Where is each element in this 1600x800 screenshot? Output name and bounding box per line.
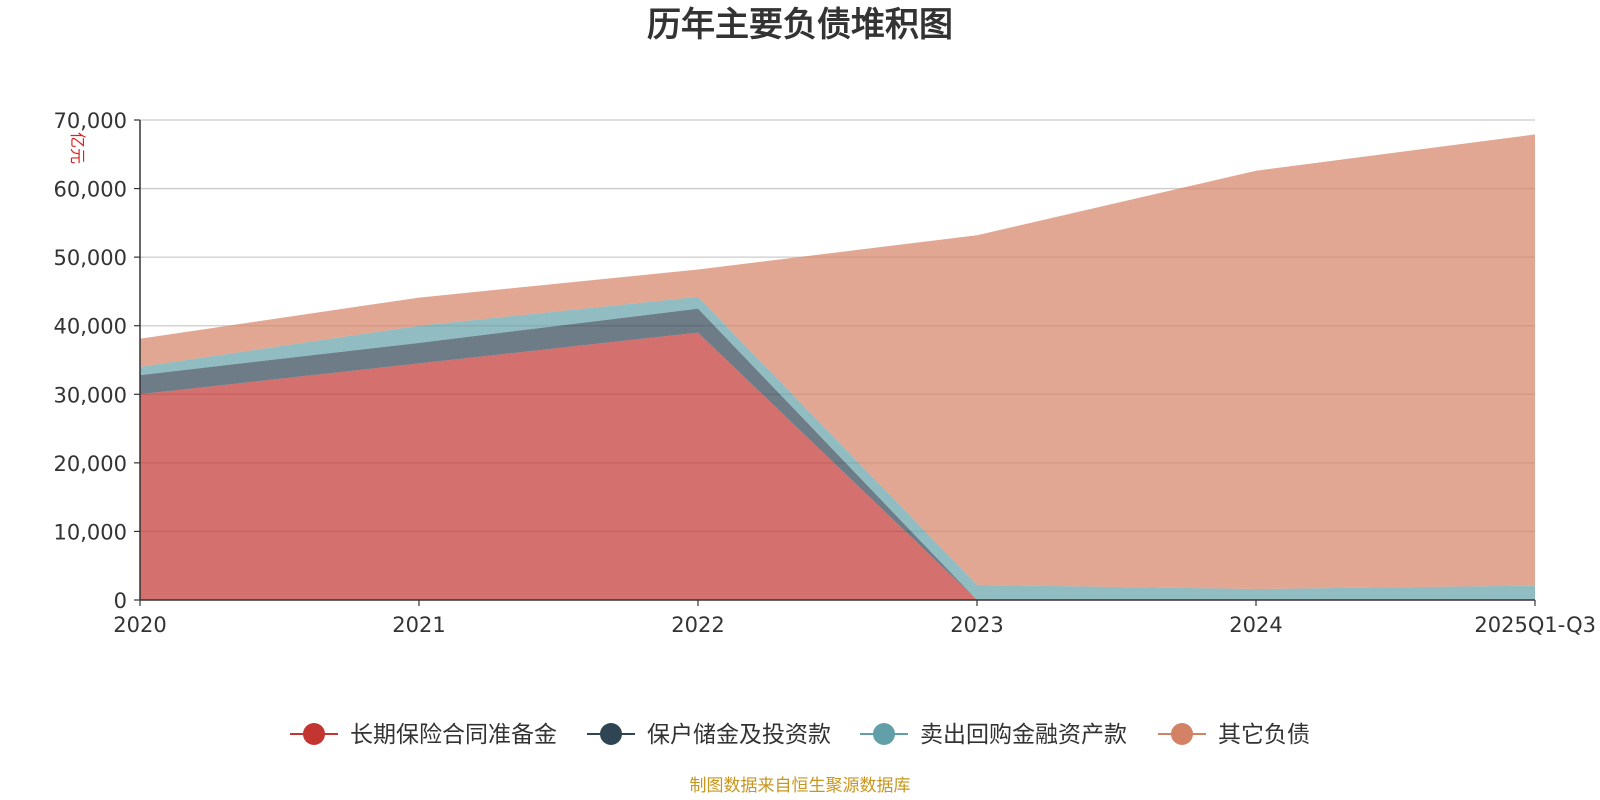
y-tick-label: 10,000	[54, 520, 127, 544]
legend-marker	[303, 723, 325, 745]
legend-marker	[600, 723, 622, 745]
x-tick-label: 2024	[1229, 613, 1282, 637]
x-tick-label: 2021	[392, 613, 445, 637]
area-其它负债	[140, 134, 1535, 590]
legend-label: 保户储金及投资款	[647, 722, 831, 748]
legend-label: 长期保险合同准备金	[350, 722, 557, 748]
axes: 0 10,000 20,000 30,000 40,000 50,000 60,000 70,…	[54, 109, 1596, 637]
legend-item[interactable]: 保户储金及投资款	[587, 722, 831, 748]
y-tick-label: 20,000	[54, 452, 127, 476]
legend-label: 其它负债	[1218, 722, 1310, 748]
legend-item[interactable]: 卖出回购金融资产款	[860, 722, 1127, 748]
legend-label: 卖出回购金融资产款	[920, 722, 1127, 748]
area-series	[140, 134, 1535, 600]
legend-item[interactable]: 长期保险合同准备金	[290, 722, 557, 748]
y-tick-label: 0	[114, 589, 127, 613]
y-tick-label: 70,000	[54, 109, 127, 133]
legend: 长期保险合同准备金 保户储金及投资款 卖出回购金融资产款 其它负债	[290, 722, 1310, 748]
x-tick-label: 2020	[113, 613, 166, 637]
x-tick-label: 2022	[671, 613, 724, 637]
area-卖出回购金融资产款	[140, 296, 1535, 600]
y-tick-label: 30,000	[54, 383, 127, 407]
unit-label: 亿元	[68, 132, 87, 164]
source-note: 制图数据来自恒生聚源数据库	[690, 776, 911, 796]
chart-title: 历年主要负债堆积图	[647, 5, 953, 45]
x-tick-label: 2025Q1-Q3	[1474, 613, 1596, 637]
y-tick-label: 50,000	[54, 246, 127, 270]
legend-marker	[873, 723, 895, 745]
y-tick-label: 40,000	[54, 315, 127, 339]
legend-marker	[1171, 723, 1193, 745]
y-tick-label: 60,000	[54, 178, 127, 202]
x-tick-label: 2023	[950, 613, 1003, 637]
legend-item[interactable]: 其它负债	[1158, 722, 1310, 748]
